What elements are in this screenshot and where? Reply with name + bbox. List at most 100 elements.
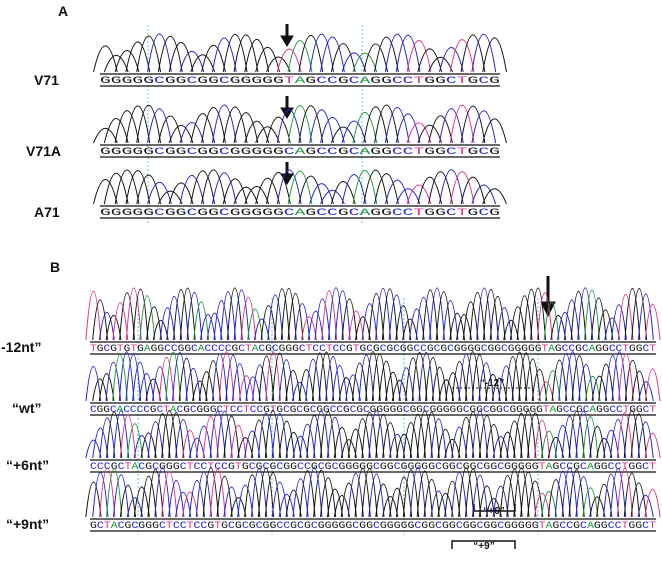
trace-peak <box>168 412 185 459</box>
sequence: CCCGCTACGCGGGCTCCTCCGTGCGCGCGGCCGCGCGGGG… <box>90 462 656 473</box>
trace-peak <box>384 33 410 73</box>
trace-peak <box>313 469 330 518</box>
row-label: “+6nt” <box>6 457 49 473</box>
trace-peak <box>395 113 421 144</box>
trace-peak <box>523 288 540 341</box>
trace-peak <box>624 360 641 402</box>
trace-peak <box>218 351 235 402</box>
trace-peak <box>179 122 205 144</box>
trace-peak <box>540 491 558 518</box>
trace-peak <box>630 413 647 459</box>
trace-peak <box>428 56 453 73</box>
trace-peak <box>603 474 620 518</box>
trace-peak <box>112 302 129 341</box>
trace-peak <box>388 294 405 341</box>
trace-peak <box>365 351 381 402</box>
trace-peak <box>363 169 389 205</box>
trace-peak <box>195 425 212 459</box>
trace-peak <box>330 43 356 73</box>
trace-peak <box>437 493 454 518</box>
trace-peak <box>330 181 356 205</box>
trace-peak <box>520 410 537 459</box>
trace-peak <box>209 468 226 518</box>
trace-peak <box>105 315 122 341</box>
trace-peak <box>520 471 537 518</box>
trace-peak <box>237 437 254 459</box>
trace-peak <box>617 293 634 341</box>
trace-peak <box>173 288 189 341</box>
trace-peak <box>368 293 385 341</box>
trace-peak <box>118 351 135 402</box>
trace-peak <box>146 306 162 341</box>
trace-peak <box>126 423 143 459</box>
trace-peak <box>623 410 640 459</box>
trace-peak <box>147 33 172 73</box>
trace-peak <box>604 355 621 402</box>
trace-peak <box>85 290 102 341</box>
trace-peak <box>154 467 171 518</box>
panel-label: A <box>58 3 68 19</box>
trace-peak <box>93 45 118 73</box>
sequence: TGCGTGTGAGGCCGGCACCCCGCTACGCGGGCTCCTCCGT… <box>90 344 656 355</box>
trace-peak <box>554 424 571 459</box>
trace-peak <box>132 361 148 402</box>
trace-peak <box>201 107 226 144</box>
trace-peak <box>98 312 115 341</box>
trace-peak <box>575 410 592 459</box>
trace-peak <box>589 425 606 459</box>
trace-peak <box>644 489 661 518</box>
trace-peak <box>451 471 468 518</box>
trace-peak <box>181 491 199 518</box>
trace-peak <box>395 188 421 205</box>
trace-peak <box>476 287 493 341</box>
trace-peak <box>255 47 280 73</box>
trace-peak <box>347 472 364 518</box>
trace-peak <box>125 105 151 144</box>
trace-peak <box>381 288 398 341</box>
guide-lines <box>137 25 539 535</box>
trace-peak <box>220 291 237 341</box>
trace-peak <box>264 472 282 518</box>
trace-peak <box>306 467 323 518</box>
trace-peak <box>575 476 592 518</box>
trace-peak <box>415 297 432 341</box>
trace-peak <box>471 354 488 402</box>
trace-peak <box>485 423 502 459</box>
row-label: V71 <box>34 72 59 88</box>
trace-peak <box>320 189 345 205</box>
trace-peak <box>341 52 367 73</box>
row-label: “+9nt” <box>6 516 49 532</box>
trace-peak <box>418 351 435 402</box>
trace-peak <box>644 304 661 341</box>
trace-peak <box>223 486 240 518</box>
trace-peak <box>417 124 443 144</box>
trace-peak <box>244 121 270 144</box>
trace-peak <box>103 172 129 205</box>
trace-peak <box>451 426 468 459</box>
trace-peak <box>186 291 203 341</box>
trace-peak <box>114 50 140 73</box>
trace-peak <box>287 40 313 73</box>
trace-peak <box>188 480 206 518</box>
trace-peak <box>193 301 210 341</box>
trace-peak <box>147 108 172 144</box>
trace-peak <box>563 299 580 341</box>
trace-peak <box>531 368 548 402</box>
trace-peak <box>513 412 530 459</box>
trace-peak <box>212 353 228 402</box>
trace-peak <box>368 473 385 518</box>
trace-peak <box>299 423 316 459</box>
trace-peak <box>299 470 316 518</box>
trace-peak <box>240 297 257 341</box>
trace-peak <box>568 469 585 518</box>
trace-peak <box>238 375 255 402</box>
trace-peak <box>469 291 486 341</box>
trace-peak <box>557 312 573 341</box>
trace-peak <box>255 126 280 144</box>
trace-peak <box>140 475 157 518</box>
trace-peak <box>444 481 461 518</box>
trace-peak <box>478 485 495 518</box>
trace-peak <box>449 312 466 341</box>
trace-peak <box>395 305 412 341</box>
trace-peak <box>168 480 185 518</box>
